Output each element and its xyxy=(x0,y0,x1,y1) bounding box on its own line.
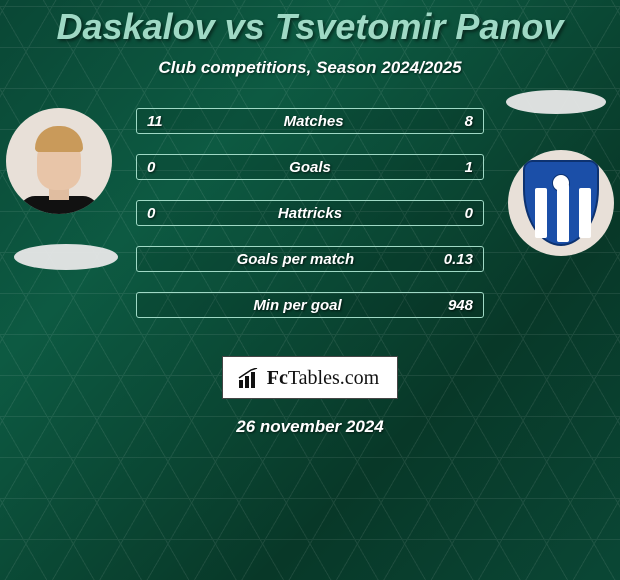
stat-label: Min per goal xyxy=(253,297,341,314)
stat-right-value: 1 xyxy=(465,159,473,176)
fctables-logo[interactable]: FcTables.com xyxy=(222,356,398,399)
crest-stripe xyxy=(557,184,569,242)
stat-row-goals: 0 Goals 1 xyxy=(136,154,484,180)
date-label: 26 november 2024 xyxy=(0,417,620,437)
stat-left-value: 11 xyxy=(147,113,163,130)
stats-area: 11 Matches 8 0 Goals 1 0 Hattricks 0 Goa… xyxy=(0,108,620,338)
crest-shape xyxy=(523,160,599,246)
stat-label: Goals per match xyxy=(237,251,355,268)
player-left-shadow xyxy=(14,244,118,270)
logo-text: FcTables.com xyxy=(267,367,379,390)
stat-row-min-per-goal: Min per goal 948 xyxy=(136,292,484,318)
stat-label: Goals xyxy=(289,159,331,176)
player-right-shadow xyxy=(506,90,606,114)
stat-row-hattricks: 0 Hattricks 0 xyxy=(136,200,484,226)
page-title: Daskalov vs Tsvetomir Panov xyxy=(0,6,620,48)
stat-left-value: 0 xyxy=(147,205,155,222)
main-content: Daskalov vs Tsvetomir Panov Club competi… xyxy=(0,0,620,437)
player-left-avatar xyxy=(6,108,112,214)
bar-chart-icon xyxy=(237,368,263,390)
crest-stripe xyxy=(535,188,547,238)
crest-stripe xyxy=(579,188,591,238)
stat-label: Hattricks xyxy=(278,205,342,222)
stat-left-value: 0 xyxy=(147,159,155,176)
stat-right-value: 948 xyxy=(448,297,473,314)
stat-label: Matches xyxy=(284,113,344,130)
player-right-crest xyxy=(508,150,614,256)
stat-row-goals-per-match: Goals per match 0.13 xyxy=(136,246,484,272)
subtitle: Club competitions, Season 2024/2025 xyxy=(0,58,620,78)
avatar-hair xyxy=(35,126,83,152)
stat-right-value: 0 xyxy=(465,205,473,222)
stat-rows: 11 Matches 8 0 Goals 1 0 Hattricks 0 Goa… xyxy=(136,108,484,338)
stat-right-value: 0.13 xyxy=(444,251,473,268)
stat-row-matches: 11 Matches 8 xyxy=(136,108,484,134)
stat-right-value: 8 xyxy=(465,113,473,130)
